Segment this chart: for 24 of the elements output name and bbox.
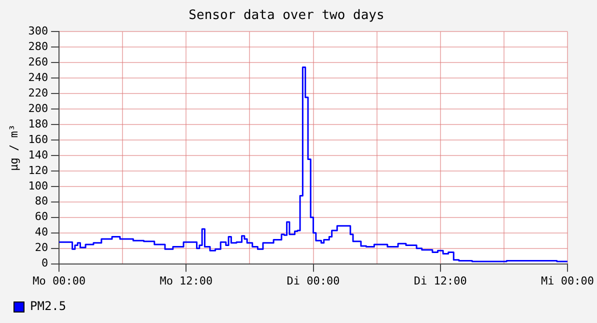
x-tick-label: Mo 12:00 [160, 274, 213, 288]
x-tick-label: Mo 00:00 [32, 274, 86, 288]
y-tick-label: 160 [28, 132, 48, 146]
y-tick-label: 140 [28, 148, 48, 162]
y-tick-label: 40 [34, 226, 48, 239]
y-tick-label: 240 [28, 70, 48, 84]
x-tick-label: Di 00:00 [286, 274, 340, 288]
y-tick-label: 260 [28, 55, 48, 68]
y-tick-label: 120 [28, 164, 48, 177]
y-tick-label: 80 [34, 194, 48, 208]
legend-label: PM2.5 [30, 299, 66, 314]
chart-title: Sensor data over two days [188, 8, 384, 24]
y-tick-label: 0 [41, 256, 48, 270]
y-axis-title: µg / m³ [7, 124, 20, 171]
y-tick-label: 100 [28, 179, 48, 192]
y-tick-label: 60 [34, 210, 48, 224]
x-tick-label: Mi 00:00 [541, 274, 594, 288]
y-tick-label: 220 [28, 86, 48, 100]
y-tick-label: 180 [28, 117, 48, 130]
y-tick-label: 200 [28, 102, 48, 115]
y-tick-label: 20 [34, 241, 48, 254]
y-tick-label: 300 [28, 24, 48, 38]
y-tick-label: 280 [28, 40, 48, 53]
x-tick-label: Di 12:00 [414, 274, 467, 288]
